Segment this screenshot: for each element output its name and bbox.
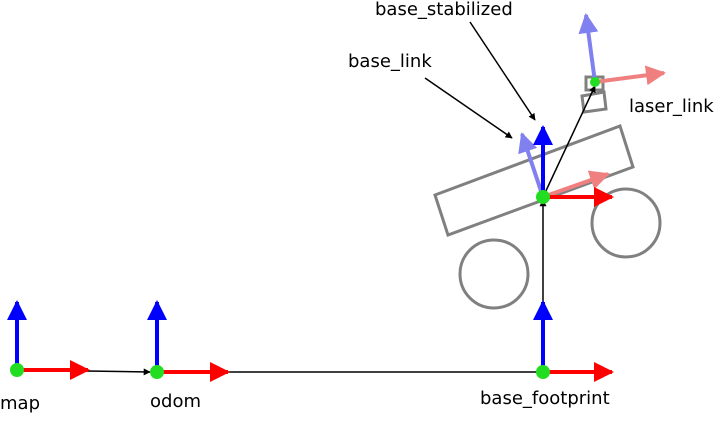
label-base-stabilized: base_stabilized: [375, 0, 513, 20]
callout-base-stabilized: [469, 21, 536, 121]
laser-link-y-axis: [578, 13, 599, 83]
odom-origin: [150, 365, 164, 379]
frame-laser-link: [578, 13, 666, 87]
robot-wheel-front: [590, 187, 662, 259]
robot-wheel-rear: [458, 238, 530, 310]
robot-chassis: [433, 124, 635, 237]
frame-base-link: [518, 132, 610, 199]
base-stabilized-origin: [536, 190, 550, 204]
base-link-y-axis: [518, 132, 545, 198]
frame-base-stabilized: [533, 125, 614, 207]
laser-link-origin: [590, 77, 600, 87]
label-odom: odom: [150, 391, 201, 412]
frame-base-footprint: [533, 300, 614, 382]
link-base-stabilized-to-laser-link: [543, 85, 596, 196]
label-base-link: base_link: [348, 51, 432, 72]
frame-links: [19, 85, 596, 376]
frame-map: [6, 300, 90, 380]
robot-outline: [433, 75, 662, 310]
label-map: map: [0, 393, 40, 414]
laser-sensor-mount: [580, 90, 608, 114]
base-link-x-axis: [542, 170, 610, 199]
frame-odom: [147, 300, 230, 382]
label-callouts: [424, 21, 536, 139]
label-base-footprint: base_footprint: [480, 388, 610, 409]
map-origin: [10, 363, 24, 377]
laser-link-x-axis: [594, 65, 666, 86]
base-footprint-origin: [536, 365, 550, 379]
label-laser-link: laser_link: [629, 96, 714, 117]
callout-base-link: [424, 77, 513, 139]
